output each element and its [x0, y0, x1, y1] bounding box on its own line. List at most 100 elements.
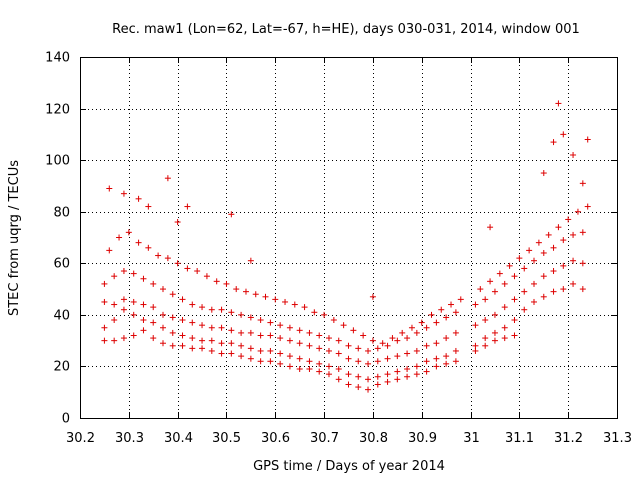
data-point	[135, 239, 142, 246]
data-point	[452, 309, 459, 316]
data-point	[203, 273, 210, 280]
data-point	[189, 335, 196, 342]
data-point	[365, 347, 372, 354]
data-point	[184, 265, 191, 272]
x-tick-label: 30.2	[66, 431, 95, 446]
data-point	[208, 337, 215, 344]
data-point	[540, 293, 547, 300]
data-point	[213, 278, 220, 285]
data-point	[286, 324, 293, 331]
data-point	[457, 296, 464, 303]
data-point	[140, 275, 147, 282]
y-tick-label: 60	[53, 257, 70, 272]
data-point	[384, 378, 391, 385]
data-point	[394, 376, 401, 383]
data-point	[521, 288, 528, 295]
data-point	[316, 368, 323, 375]
data-point	[257, 358, 264, 365]
data-point	[448, 301, 455, 308]
data-point	[335, 337, 342, 344]
data-point	[111, 317, 118, 324]
data-point	[472, 301, 479, 308]
data-point	[491, 288, 498, 295]
data-point	[174, 260, 181, 267]
data-point	[570, 151, 577, 158]
data-point	[150, 280, 157, 287]
data-point	[101, 298, 108, 305]
data-point	[111, 337, 118, 344]
data-point	[140, 317, 147, 324]
data-point	[296, 327, 303, 334]
data-point	[384, 355, 391, 362]
data-point	[360, 332, 367, 339]
data-point	[443, 360, 450, 367]
data-point	[130, 270, 137, 277]
data-point	[355, 345, 362, 352]
data-point	[399, 329, 406, 336]
data-point	[208, 306, 215, 313]
data-point	[443, 314, 450, 321]
data-point	[355, 358, 362, 365]
data-point	[301, 304, 308, 311]
data-point	[277, 360, 284, 367]
data-point	[491, 329, 498, 336]
data-point	[179, 342, 186, 349]
data-point	[120, 190, 127, 197]
data-point	[159, 340, 166, 347]
y-tick-label: 140	[45, 51, 70, 66]
data-point	[433, 319, 440, 326]
data-point	[365, 376, 372, 383]
x-tick-label: 30.3	[115, 431, 144, 446]
data-point	[501, 324, 508, 331]
data-point	[560, 262, 567, 269]
data-point	[531, 280, 538, 287]
data-point	[369, 293, 376, 300]
data-point	[443, 335, 450, 342]
data-point	[472, 347, 479, 354]
data-point	[272, 296, 279, 303]
data-point	[506, 262, 513, 269]
data-point	[413, 329, 420, 336]
data-point	[164, 255, 171, 262]
data-point	[159, 286, 166, 293]
data-point	[247, 329, 254, 336]
data-point	[394, 368, 401, 375]
data-point	[443, 353, 450, 360]
data-point	[140, 301, 147, 308]
data-point	[565, 216, 572, 223]
data-point	[491, 337, 498, 344]
data-point	[540, 273, 547, 280]
data-point	[316, 345, 323, 352]
data-point	[521, 265, 528, 272]
data-point	[379, 340, 386, 347]
data-point	[404, 350, 411, 357]
data-point	[404, 373, 411, 380]
data-point	[423, 358, 430, 365]
data-point	[394, 337, 401, 344]
data-point	[120, 335, 127, 342]
data-point	[555, 224, 562, 231]
data-point	[384, 342, 391, 349]
data-point	[325, 363, 332, 370]
data-point	[140, 327, 147, 334]
data-point	[228, 327, 235, 334]
data-point	[189, 319, 196, 326]
data-point	[252, 291, 259, 298]
data-point	[452, 347, 459, 354]
data-point	[374, 358, 381, 365]
data-point	[277, 350, 284, 357]
data-points	[101, 100, 591, 393]
data-point	[472, 322, 479, 329]
data-point	[501, 280, 508, 287]
chart-title: Rec. maw1 (Lon=62, Lat=-67, h=HE), days …	[112, 22, 580, 37]
data-point	[145, 203, 152, 210]
data-point	[179, 296, 186, 303]
data-point	[550, 244, 557, 251]
x-tick-label: 31	[463, 431, 480, 446]
data-point	[325, 371, 332, 378]
data-point	[345, 355, 352, 362]
data-point	[311, 309, 318, 316]
data-point	[120, 296, 127, 303]
data-point	[223, 280, 230, 287]
